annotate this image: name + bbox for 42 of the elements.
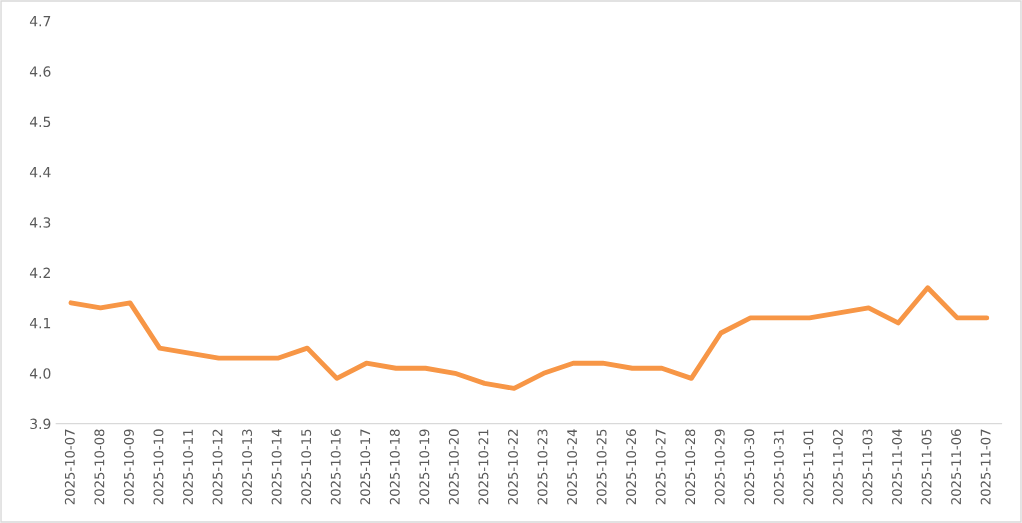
x-tick-label: 2025-10-15	[301, 429, 312, 505]
x-tick-label: 2025-10-26	[626, 429, 637, 505]
x-tick-label: 2025-11-03	[862, 429, 873, 505]
x-tick-label: 2025-10-18	[389, 429, 400, 505]
y-tick-label: 4.0	[29, 368, 51, 379]
y-tick-label: 4.7	[29, 16, 51, 27]
x-tick-label: 2025-10-28	[685, 429, 696, 505]
line-series	[68, 285, 990, 391]
y-tick-label: 4.1	[29, 318, 51, 329]
x-tick-label: 2025-10-29	[714, 429, 725, 505]
x-tick-label: 2025-10-20	[448, 429, 459, 505]
x-tick-label: 2025-10-27	[655, 429, 666, 505]
x-tick-label: 2025-11-06	[951, 429, 962, 505]
x-tick-label: 2025-11-02	[832, 429, 843, 505]
x-tick-label: 2025-11-01	[803, 429, 814, 505]
x-tick-label: 2025-10-22	[507, 429, 518, 505]
x-tick-label: 2025-10-16	[330, 429, 341, 505]
x-tick-label: 2025-10-31	[773, 429, 784, 505]
x-tick-label: 2025-10-25	[596, 429, 607, 505]
x-tick-label: 2025-10-30	[744, 429, 755, 505]
x-tick-label: 2025-10-19	[419, 429, 430, 505]
x-tick-label: 2025-10-11	[183, 429, 193, 505]
x-tick-label: 2025-10-23	[537, 429, 548, 505]
x-tick-label: 2025-10-10	[153, 429, 164, 505]
x-tick-label: 2025-10-24	[567, 429, 578, 505]
x-tick-label: 2025-10-13	[242, 429, 253, 505]
y-tick-label: 4.4	[29, 167, 51, 178]
x-tick-label: 2025-10-08	[94, 429, 105, 505]
x-tick-label: 2025-11-07	[980, 429, 991, 505]
y-tick-label: 4.2	[29, 267, 50, 278]
x-tick-label: 2025-10-17	[360, 429, 371, 505]
y-tick-label: 4.6	[29, 66, 51, 77]
x-tick-label: 2025-10-12	[212, 429, 223, 505]
x-tick-label: 2025-11-05	[921, 429, 932, 505]
x-tick-label: 2025-10-21	[478, 429, 489, 505]
y-tick-label: 4.3	[29, 217, 51, 228]
x-tick-label: 2025-10-07	[64, 429, 75, 505]
x-tick-label: 2025-11-04	[892, 429, 902, 505]
y-tick-label: 4.5	[29, 116, 51, 128]
x-tick-label: 2025-10-09	[123, 429, 134, 505]
x-tick-label: 2025-10-14	[271, 429, 282, 505]
y-tick-label: 3.9	[30, 418, 51, 430]
